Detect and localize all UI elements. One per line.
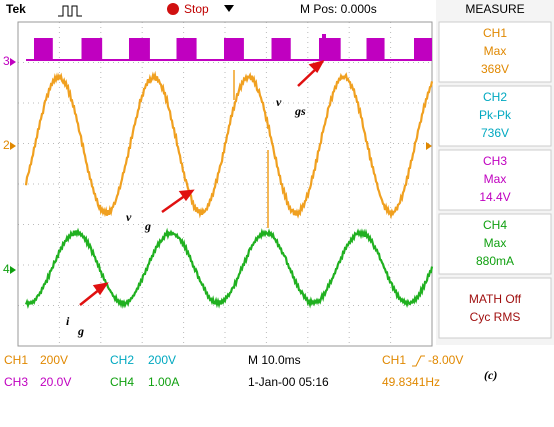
stop-icon [167, 3, 179, 15]
pwm-burst [176, 38, 197, 60]
ch-scale: 200V [40, 353, 68, 367]
pwm-burst [224, 38, 244, 60]
measure-value: 736V [481, 126, 509, 140]
channel-marker-arrow [10, 266, 16, 274]
annotation-main: v [126, 210, 132, 224]
date: 1-Jan-00 05:16 [248, 375, 329, 389]
ch-label: CH4 [110, 375, 134, 389]
ch-label: CH1 [4, 353, 28, 367]
measure-channel: CH1 [483, 26, 507, 40]
ch-scale: 20.0V [40, 375, 71, 389]
measure-box [438, 149, 552, 211]
measure-title: MEASURE [465, 2, 524, 16]
trigger-level: -8.00V [428, 353, 463, 367]
frequency: 49.8341Hz [382, 375, 440, 389]
channel-marker: 3 [3, 54, 10, 68]
measure-box [438, 277, 552, 339]
channel-marker: 4 [3, 262, 10, 276]
pwm-burst [34, 38, 53, 60]
pwm-burst [414, 38, 432, 60]
arrows [79, 60, 325, 306]
pwm-burst [271, 38, 291, 60]
measure-type: Max [484, 172, 507, 186]
annotation-sub: g [144, 219, 151, 233]
measure-items: CH1 Max 368V CH2 Pk-Pk 736V CH3 Max 14.4V CH4 Max 8… [438, 21, 552, 339]
pwm-burst [81, 38, 103, 60]
measure-channel: CH2 [483, 90, 507, 104]
measure-channel: CH3 [483, 154, 507, 168]
screen-border [17, 21, 433, 347]
ch-scale: 1.00A [148, 375, 179, 389]
annotation-main: v [276, 95, 282, 109]
measure-type: Max [484, 236, 507, 250]
annotation-main: i [66, 314, 70, 328]
measure-type: Max [484, 44, 507, 58]
trigger-slope [412, 355, 425, 367]
channel-marker-arrow [10, 142, 16, 150]
waveforms: 3 2 4 [3, 34, 434, 309]
measure-value: 880mA [476, 254, 514, 268]
ch-label: CH3 [4, 375, 28, 389]
math-line: MATH Off [469, 292, 522, 306]
waveform [24, 70, 434, 220]
acq-icon [58, 5, 82, 17]
pwm-burst [322, 34, 326, 60]
channel-marker: 2 [3, 138, 10, 152]
measure-box [438, 85, 552, 147]
ch-scale: 200V [148, 353, 176, 367]
annotation-sub: g [77, 324, 84, 338]
trigger-source: CH1 [382, 353, 406, 367]
pwm-burst [366, 38, 385, 60]
ch-label: CH2 [110, 353, 134, 367]
brand: Tek [6, 2, 26, 16]
measure-box [438, 21, 552, 83]
annotation-sub: gs [294, 104, 306, 118]
measure-type: Pk-Pk [479, 108, 512, 122]
status: Stop [184, 2, 209, 16]
position: M Pos: 0.000s [300, 2, 377, 16]
graticule [17, 21, 433, 347]
panel-label: (c) [484, 368, 497, 382]
trigger-level-marker [426, 142, 432, 150]
measure-value: 368V [481, 62, 509, 76]
trigger-pos [224, 5, 234, 12]
timebase: M 10.0ms [248, 353, 301, 367]
waveform [24, 227, 434, 309]
measure-channel: CH4 [483, 218, 507, 232]
measure-value: 14.4V [479, 190, 510, 204]
channel-marker-arrow [10, 58, 16, 66]
measure-box [438, 213, 552, 275]
pwm-burst [129, 38, 150, 60]
math-line: Cyc RMS [470, 310, 521, 324]
